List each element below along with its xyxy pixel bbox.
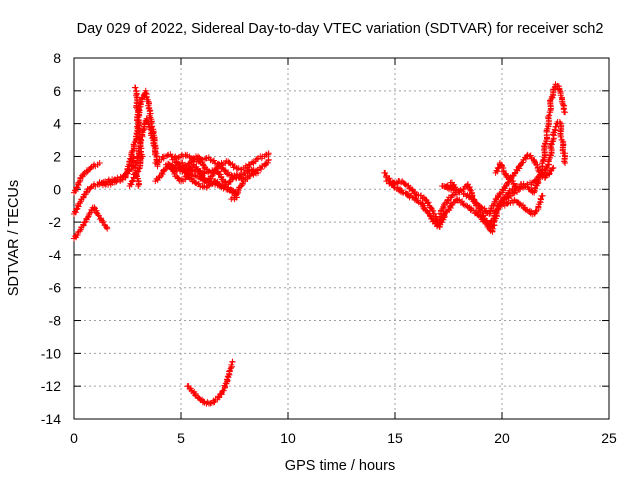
x-axis-label: GPS time / hours — [285, 458, 395, 474]
marker-path — [492, 160, 520, 191]
y-tick-label: -12 — [41, 378, 61, 394]
y-tick-label: -14 — [41, 411, 61, 427]
series-late-lower — [460, 151, 557, 217]
marker-path — [71, 160, 103, 196]
series-negative-arc — [184, 358, 236, 407]
series-plateau-outliers — [163, 160, 240, 203]
y-tick-label: -6 — [49, 280, 62, 296]
data-points — [71, 81, 569, 407]
marker-path — [163, 160, 240, 203]
series-late-bump — [439, 179, 463, 194]
y-tick-label: -8 — [49, 313, 62, 329]
x-tick-label: 0 — [70, 430, 78, 446]
y-tick-label: -4 — [49, 247, 62, 263]
chart-title: Day 029 of 2022, Sidereal Day-to-day VTE… — [77, 21, 604, 37]
series-late-rise — [492, 160, 520, 191]
x-tick-label: 15 — [387, 430, 403, 446]
series-plateau-d — [178, 153, 261, 182]
marker-path — [71, 204, 111, 242]
marker-path — [383, 119, 569, 232]
marker-path — [132, 84, 146, 189]
y-tick-label: 4 — [53, 116, 61, 132]
marker-path — [184, 358, 236, 407]
series-upper-early — [71, 160, 103, 196]
series-late-low-arc — [499, 192, 546, 218]
y-tick-label: 0 — [53, 181, 61, 197]
y-tick-label: -2 — [49, 214, 62, 230]
series-lower-early — [71, 204, 111, 242]
x-tick-label: 25 — [601, 430, 617, 446]
marker-path — [439, 179, 463, 194]
y-axis-label: SDTVAR / TECUs — [6, 180, 22, 296]
y-tick-label: 8 — [53, 50, 61, 66]
y-tick-label: 6 — [53, 83, 61, 99]
axis-ticks: 0 5 10 15 20 25 -14 -12 -10 -8 -6 -4 -2 0 2 4 6 8 — [41, 50, 617, 446]
x-tick-label: 20 — [494, 430, 510, 446]
y-tick-label: -10 — [41, 345, 61, 361]
series-late-mid — [383, 119, 569, 232]
series-hump-spike — [132, 84, 146, 189]
marker-path — [460, 151, 557, 217]
y-tick-label: 2 — [53, 148, 61, 164]
marker-path — [499, 192, 546, 218]
marker-path — [178, 153, 261, 182]
x-tick-label: 10 — [280, 430, 296, 446]
x-tick-label: 5 — [177, 430, 185, 446]
